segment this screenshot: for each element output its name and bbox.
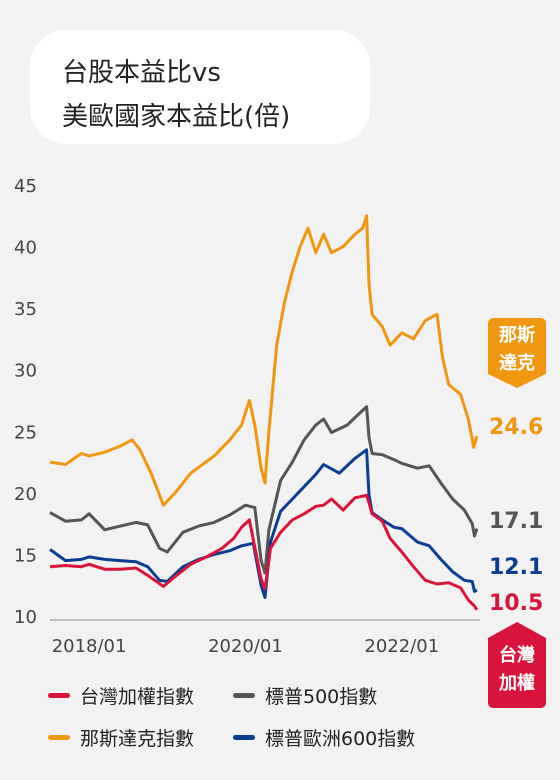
x-tick-label: 2022/01 — [364, 636, 439, 657]
nasdaq-badge: 那斯 達克 — [488, 318, 546, 388]
legend-label-sp500: 標普500指數 — [265, 686, 378, 708]
series-line-1 — [49, 405, 479, 575]
legend-label-taiwan: 台灣加權指數 — [80, 686, 195, 708]
legend-item-nasdaq: 那斯達克指數 — [48, 724, 194, 751]
legend-swatch-europe — [233, 735, 255, 740]
series-line-3 — [49, 448, 478, 599]
end-value-label: 12.1 — [489, 555, 543, 580]
nasdaq-badge-line1: 那斯 — [499, 325, 535, 346]
y-tick-label: 40 — [14, 238, 37, 259]
y-tick-label: 20 — [14, 484, 37, 505]
chart-title-box: 台股本益比vs 美歐國家本益比(倍) — [30, 30, 370, 144]
chart-title-line2: 美歐國家本益比(倍) — [62, 102, 291, 132]
legend-item-europe: 標普歐洲600指數 — [233, 724, 415, 751]
end-value-label: 24.6 — [489, 415, 543, 440]
legend-label-nasdaq: 那斯達克指數 — [80, 728, 195, 750]
legend-item-taiwan: 台灣加權指數 — [48, 682, 194, 709]
legend-item-sp500: 標普500指數 — [233, 682, 377, 709]
y-tick-label: 30 — [14, 361, 37, 382]
legend-swatch-sp500 — [233, 693, 255, 698]
legend-swatch-taiwan — [48, 693, 70, 698]
y-tick-label: 35 — [14, 299, 37, 320]
x-tick-label: 2018/01 — [52, 636, 127, 657]
legend-label-europe: 標普歐洲600指數 — [265, 728, 416, 750]
y-tick-label: 25 — [14, 422, 37, 443]
y-tick-label: 15 — [14, 545, 37, 566]
end-value-label: 17.1 — [489, 509, 543, 534]
taiwan-badge: 台灣 加權 — [488, 622, 546, 708]
legend-swatch-nasdaq — [48, 735, 70, 740]
taiwan-badge-line2: 加權 — [499, 673, 535, 694]
y-tick-label: 45 — [14, 176, 37, 197]
nasdaq-badge-line2: 達克 — [499, 353, 535, 374]
series-line-0 — [49, 493, 479, 611]
y-tick-label: 10 — [14, 607, 37, 628]
x-tick-label: 2020/01 — [208, 636, 283, 657]
series-line-2 — [49, 214, 479, 507]
end-value-label: 10.5 — [489, 591, 543, 616]
chart-title-line1: 台股本益比vs — [62, 58, 221, 88]
taiwan-badge-line1: 台灣 — [499, 645, 535, 666]
